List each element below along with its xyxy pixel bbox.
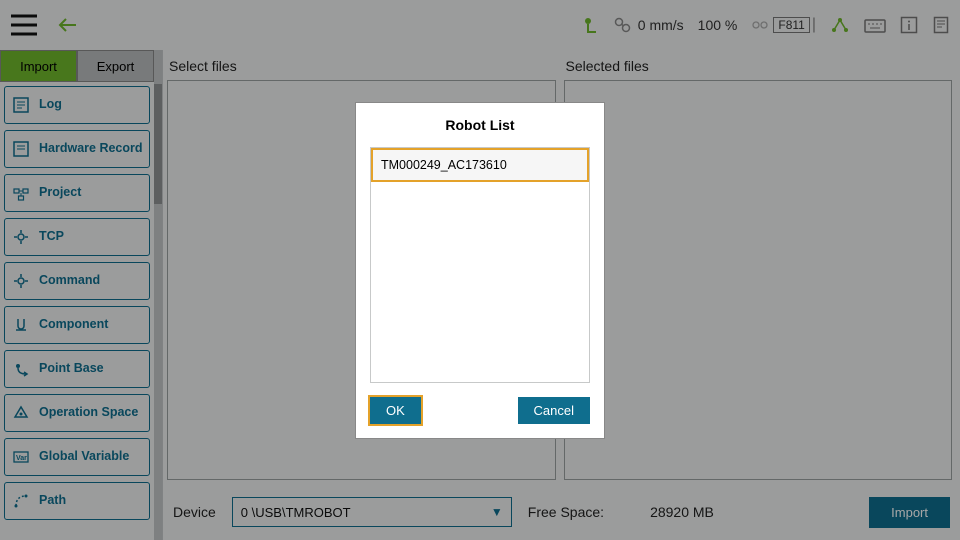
robot-list: TM000249_AC173610	[370, 147, 590, 383]
robot-list-item[interactable]: TM000249_AC173610	[371, 148, 589, 182]
ok-button-label: OK	[386, 403, 405, 418]
cancel-button-label: Cancel	[534, 403, 574, 418]
dialog-title: Robot List	[370, 117, 590, 133]
robot-list-dialog: Robot List TM000249_AC173610 OK Cancel	[355, 102, 605, 439]
modal-overlay: Robot List TM000249_AC173610 OK Cancel	[0, 0, 960, 540]
cancel-button[interactable]: Cancel	[518, 397, 590, 424]
robot-list-item-label: TM000249_AC173610	[381, 158, 507, 172]
ok-button[interactable]: OK	[370, 397, 421, 424]
